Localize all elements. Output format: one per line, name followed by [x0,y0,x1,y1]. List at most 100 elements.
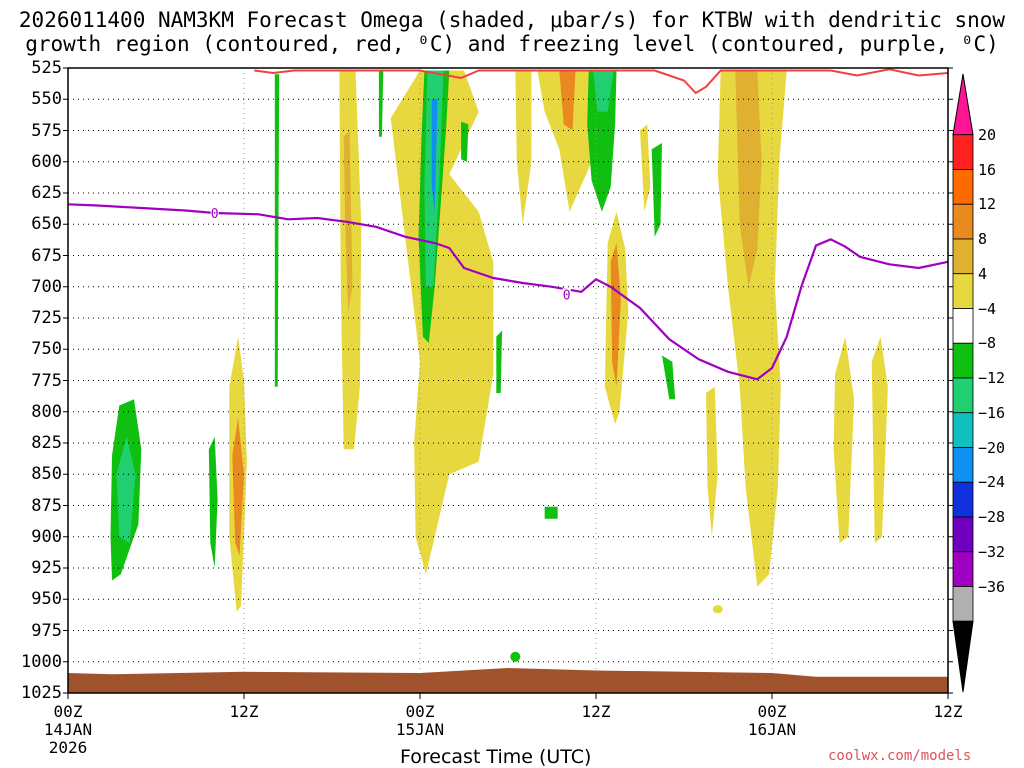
x-axis-title: Forecast Time (UTC) [400,746,592,768]
omega-area-green-11h [208,436,218,568]
colorbar-label-2: 12 [978,195,997,214]
omega-area-yellow-pillar-50h [717,70,787,587]
omega-shading [110,70,888,662]
x-tick-year-0: 2026 [48,738,88,757]
colorbar-segment-1 [952,134,974,170]
omega-area-teal-core-6h [116,436,136,543]
x-tick-label-48: 00Z [757,702,787,721]
omega-area-green-40h [651,143,662,237]
colorbar-label-1: 16 [978,160,997,179]
colorbar-top-arrow [952,73,974,136]
omega-area-orange-cell-37h [610,243,621,387]
omega-area-orange-pillar-47h [735,70,762,287]
dgz-contour-line [254,68,949,95]
colorbar-label-8: −16 [978,403,1006,422]
omega-blob-44h [712,605,723,614]
colorbar-label-0: 20 [978,125,997,144]
y-tick-label-1025: 1025 [21,683,62,703]
freezing-level-label-1: 0 [563,288,571,303]
omega-area-green-band-36h [587,70,617,212]
omega-area-yellow-cells-53h [833,336,855,543]
freezing-label-bg-0 [210,207,219,219]
freezing-level-line [67,203,949,381]
colorbar-label-9: −20 [978,438,1006,457]
colorbar-segment-2 [952,169,974,205]
omega-area-yellow-col-31h [515,70,532,225]
omega-area-green-27h [461,121,469,162]
omega-area-green-42h [662,355,676,400]
omega-area-teal-36h [593,70,614,112]
freezing-level-label-0: 0 [211,207,219,222]
colorbar [952,73,974,693]
y-tick-label-725: 725 [31,308,62,328]
colorbar-segment-9 [952,412,974,448]
x-tick-label-12: 12Z [229,702,259,721]
y-tick-label-600: 600 [31,151,62,172]
y-tick-label-525: 525 [31,58,62,78]
y-tick-label-575: 575 [31,120,62,141]
omega-area-yellow-cells-55h [871,336,888,543]
y-tick-label-1000: 1000 [21,651,62,672]
y-tick-label-625: 625 [31,183,62,203]
omega-area-green-line-14h [274,74,280,387]
colorbar-label-12: −32 [978,542,1006,561]
colorbar-segment-4 [952,238,974,275]
y-tick-label-550: 550 [31,89,62,110]
colorbar-segment-7 [952,342,974,379]
x-tick-date-48: 16JAN [747,720,797,739]
x-tick-date-24: 15JAN [395,720,445,739]
colorbar-segment-10 [952,447,974,483]
colorbar-label-13: −36 [978,577,1006,596]
omega-area-yellow-dgz-34h [537,70,592,212]
colorbar-label-6: −8 [978,334,997,353]
y-tick-label-825: 825 [31,433,62,453]
colorbar-segment-12 [952,516,974,553]
omega-blob-33h [544,506,558,519]
omega-area-yellow-plume-24h [390,70,494,575]
y-tick-label-900: 900 [31,526,62,547]
colorbar-segment-8 [952,377,974,414]
colorbar-segment-3 [952,203,974,240]
colorbar-label-10: −24 [978,473,1006,492]
x-tick-label-24: 00Z [405,702,435,721]
omega-area-green-29h [496,330,503,393]
colorbar-segment-13 [952,551,974,587]
x-tick-label-60: 12Z [933,702,963,721]
omega-area-yellow-39h [640,124,651,212]
x-tick-date-0: 14JAN [43,720,93,739]
y-tick-label-925: 925 [31,558,62,578]
colorbar-label-7: −12 [978,369,1006,387]
y-tick-label-850: 850 [31,464,62,485]
colorbar-label-5: −4 [978,299,997,318]
y-tick-label-800: 800 [31,401,62,422]
x-tick-label-0: 00Z [53,702,83,721]
omega-area-green-21h [378,70,384,137]
y-tick-label-775: 775 [31,370,62,391]
omega-blob-30h [510,651,521,662]
colorbar-segment-14 [952,586,974,622]
colorbar-segment-6 [952,308,974,344]
colorbar-segment-11 [952,481,974,518]
colorbar-bottom-arrow [952,620,974,693]
freezing-label-bg-1 [562,288,571,301]
omega-area-orange-34h [559,70,576,131]
y-tick-label-950: 950 [31,589,62,610]
chart-title-line-2: growth region (contoured, red, ⁰C) and f… [25,32,999,56]
terrain-surface [68,668,948,693]
y-tick-label-675: 675 [31,245,62,266]
y-tick-label-650: 650 [31,214,62,235]
colorbar-segment-5 [952,273,974,309]
y-tick-label-975: 975 [31,620,62,641]
omega-area-orange-core-11h [232,418,244,556]
omega-area-yellow-low-44h [706,386,718,537]
credit-text: coolwx.com/models [828,748,972,764]
colorbar-label-3: 8 [978,230,988,248]
y-tick-label-875: 875 [31,495,62,516]
omega-area-blue-core-25h [431,99,438,212]
colorbar-label-4: 4 [978,264,988,283]
x-tick-label-36: 12Z [581,702,611,721]
chart-title-line-1: 2026011400 NAM3KM Forecast Omega (shaded… [18,8,1006,32]
y-tick-label-750: 750 [31,339,62,360]
y-tick-label-700: 700 [31,276,62,297]
